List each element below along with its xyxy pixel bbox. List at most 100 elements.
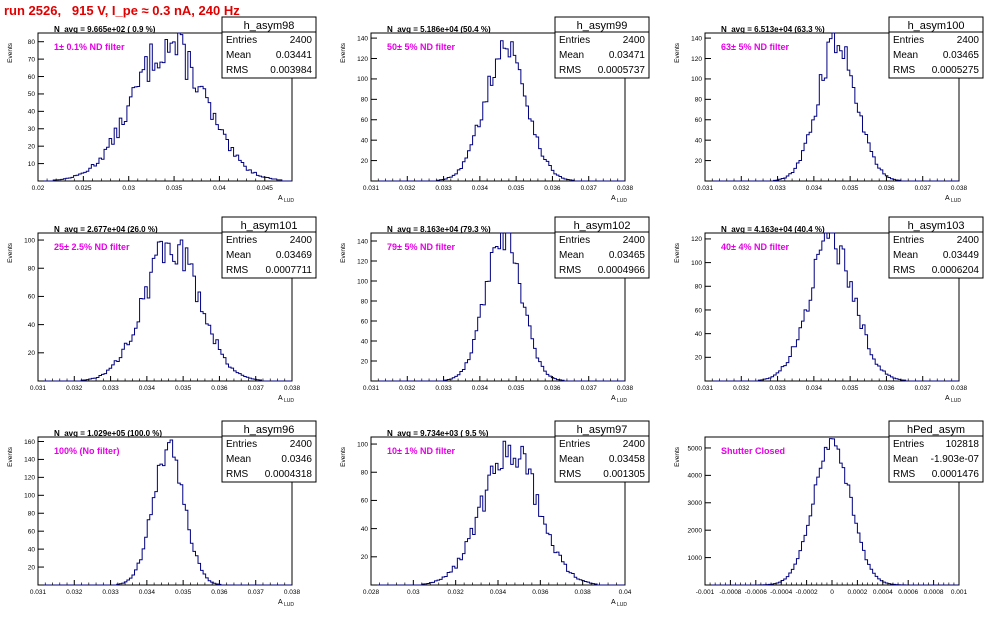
y-tick-label: 40: [28, 109, 36, 116]
x-tick-label: 0.036: [544, 385, 561, 392]
stats-value-mean: 0.0346: [281, 454, 312, 465]
x-tick-label: 0.037: [248, 385, 265, 392]
y-tick-label: 20: [28, 350, 36, 357]
stats-name: h_asym101: [241, 220, 298, 232]
y-tick-label: 70: [28, 56, 36, 63]
y-tick-label: 20: [361, 358, 369, 365]
plot-frame: [37, 436, 293, 586]
y-axis-label: Events: [340, 242, 347, 263]
x-tick-label: 0.025: [75, 185, 92, 192]
y-tick-label: 120: [691, 236, 702, 243]
x-tick-label: 0.033: [435, 385, 452, 392]
x-axis-label-sub: LUD: [951, 398, 961, 404]
navg-label: N_avg = 4.163e+04 (40.4 %): [721, 225, 825, 234]
stats-key-mean: Mean: [893, 250, 918, 261]
x-tick-label: 0.035: [166, 185, 183, 192]
histogram-panel-h_asym101: 0.031 0.032 0.033 0.034 0.035 0.036 0.037 0.038…: [7, 216, 317, 404]
stats-key-rms: RMS: [559, 65, 582, 76]
x-tick-label: 0.032: [733, 385, 750, 392]
y-tick-label: 140: [357, 35, 368, 42]
x-tick-label: 0.036: [211, 589, 228, 596]
y-tick-label: 100: [691, 76, 702, 83]
y-tick-label: 40: [361, 526, 369, 533]
filter-label: 1± 0.1% ND filter: [54, 42, 125, 52]
y-tick-label: 60: [28, 528, 36, 535]
stats-key-mean: Mean: [226, 454, 251, 465]
y-tick-label: 30: [28, 126, 36, 133]
x-tick-label: 0.036: [878, 185, 895, 192]
x-tick-label: 0.0008: [924, 589, 944, 596]
y-tick-label: 3000: [688, 500, 703, 507]
stats-value-entries: 2400: [623, 35, 646, 46]
y-tick-label: 60: [695, 307, 703, 314]
histogram-panel-h_asym96: 0.031 0.032 0.033 0.034 0.035 0.036 0.037 0.038…: [7, 420, 317, 608]
stats-value-rms: 0.0007711: [265, 265, 312, 276]
y-tick-label: 100: [357, 441, 368, 448]
x-tick-label: 0.038: [617, 385, 634, 392]
y-tick-label: 120: [357, 258, 368, 265]
navg-label: N_avg = 1.029e+05 (100.0 %): [54, 429, 162, 438]
x-tick-label: 0.034: [806, 185, 823, 192]
y-tick-label: 80: [695, 97, 703, 104]
y-tick-label: 100: [691, 260, 702, 267]
y-tick-label: 120: [691, 56, 702, 63]
histogram-line: [705, 438, 959, 586]
x-tick-label: 0.0004: [873, 589, 893, 596]
navg-label: N_avg = 9.734e+03 ( 9.5 %): [387, 429, 489, 438]
y-tick-label: 5000: [688, 445, 703, 452]
stats-box: [554, 420, 650, 483]
stats-value-mean: 0.03441: [276, 50, 313, 61]
y-tick-label: 80: [28, 39, 36, 46]
x-tick-label: 0.036: [211, 385, 228, 392]
y-tick-label: 140: [691, 35, 702, 42]
stats-name: h_asym100: [908, 20, 965, 32]
stats-value-entries: 2400: [957, 35, 980, 46]
x-axis-label-sub: LUD: [284, 198, 294, 204]
filter-label: 100% (No filter): [54, 446, 120, 456]
stats-key-rms: RMS: [559, 265, 582, 276]
x-tick-label: 0.03: [122, 185, 135, 192]
histogram-panel-h_asym102: 0.031 0.032 0.033 0.034 0.035 0.036 0.037 0.038…: [340, 216, 650, 404]
y-tick-label: 20: [695, 355, 703, 362]
x-tick-label: 0: [830, 589, 834, 596]
y-tick-label: 60: [28, 74, 36, 81]
x-tick-label: 0.031: [697, 385, 714, 392]
x-tick-label: 0.038: [284, 385, 301, 392]
x-tick-label: -0.0004: [770, 589, 792, 596]
stats-box: [888, 216, 984, 279]
y-tick-label: 40: [361, 338, 369, 345]
stats-key-entries: Entries: [226, 235, 257, 246]
stats-name: h_asym102: [574, 220, 631, 232]
x-tick-label: 0.031: [363, 385, 380, 392]
stats-key-mean: Mean: [893, 454, 918, 465]
stats-box: [888, 420, 984, 483]
y-axis-label: Events: [674, 42, 681, 63]
x-tick-label: 0.036: [532, 589, 549, 596]
x-axis-label: A: [611, 599, 616, 606]
y-tick-label: 160: [24, 439, 35, 446]
navg-label: N_avg = 9.665e+02 ( 0.9 %): [54, 25, 156, 34]
y-tick-label: 60: [361, 498, 369, 505]
stats-name: hPed_asym: [907, 424, 965, 436]
x-axis-label: A: [611, 195, 616, 202]
x-tick-label: -0.0008: [719, 589, 741, 596]
stats-value-rms: 0.0004966: [598, 265, 646, 276]
stats-value-rms: 0.0005275: [932, 65, 980, 76]
x-tick-label: -0.001: [696, 589, 715, 596]
x-tick-label: 0.038: [284, 589, 301, 596]
histogram-line: [705, 232, 959, 382]
y-tick-label: 100: [357, 76, 368, 83]
stats-value-entries: 2400: [290, 235, 313, 246]
x-axis-label-sub: LUD: [951, 198, 961, 204]
x-tick-label: 0.045: [257, 185, 274, 192]
plot-frame: [370, 32, 626, 182]
y-axis-label: Events: [674, 446, 681, 467]
y-tick-label: 40: [28, 322, 36, 329]
x-axis-label: A: [278, 395, 283, 402]
x-tick-label: 0.033: [435, 185, 452, 192]
x-tick-label: 0.032: [399, 385, 416, 392]
y-tick-label: 10: [28, 161, 36, 168]
x-tick-label: 0.04: [619, 589, 632, 596]
y-tick-label: 2000: [688, 527, 703, 534]
x-tick-label: 0.032: [66, 589, 83, 596]
